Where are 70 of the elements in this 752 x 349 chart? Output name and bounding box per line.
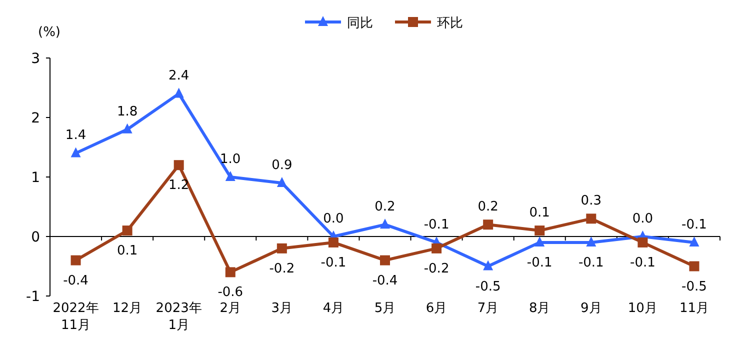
point — [122, 226, 132, 236]
data-label: 0.2 — [478, 200, 498, 215]
point — [534, 236, 545, 246]
point — [586, 214, 596, 224]
data-label: -0.1 — [526, 255, 552, 270]
point — [380, 255, 390, 266]
data-label: -0.5 — [682, 279, 707, 294]
point — [638, 237, 648, 248]
point — [70, 255, 81, 266]
x-tick-label: 6月 — [426, 301, 448, 316]
point — [432, 243, 442, 254]
data-label: -0.4 — [372, 273, 398, 288]
point — [534, 226, 545, 236]
data-label: 0.1 — [116, 244, 138, 259]
legend-label: 同比 — [347, 16, 373, 31]
point — [70, 147, 81, 158]
x-tick-label: 7月 — [477, 301, 499, 316]
y-tick-label: 2 — [31, 110, 40, 126]
data-label: 1.2 — [168, 178, 190, 194]
point — [380, 218, 390, 229]
data-label: -0.2 — [424, 261, 450, 276]
point — [225, 267, 236, 278]
point — [483, 220, 494, 230]
y-tick-label: 0 — [31, 230, 40, 246]
point — [483, 260, 494, 270]
point — [225, 171, 236, 181]
x-tick-label: 3月 — [271, 301, 293, 316]
data-label: 0.0 — [323, 212, 344, 226]
data-label: 0.0 — [632, 212, 654, 226]
data-label: -0.1 — [630, 255, 656, 270]
x-tick-label: 2023年 1月 — [156, 301, 202, 333]
data-label: 0.2 — [374, 200, 396, 215]
point — [586, 236, 596, 246]
x-tick-label: 11月 — [679, 301, 710, 316]
data-label: -0.1 — [320, 255, 346, 270]
data-label: 1.4 — [65, 128, 86, 144]
point — [174, 88, 184, 98]
data-label: 1.8 — [116, 104, 138, 120]
x-tick-label: 12月 — [112, 301, 142, 316]
data-label: -0.2 — [269, 261, 295, 276]
data-label: 0.9 — [272, 158, 292, 173]
point — [689, 261, 700, 272]
point — [328, 237, 338, 248]
data-label: -0.5 — [475, 279, 501, 294]
x-tick-label: 8月 — [528, 301, 550, 316]
x-tick-label: 9月 — [580, 301, 602, 316]
point — [276, 176, 287, 187]
data-label: -0.4 — [63, 273, 88, 288]
data-label: -0.1 — [578, 255, 604, 270]
data-label: -0.6 — [218, 285, 244, 300]
y-tick-label: 3 — [31, 51, 40, 67]
x-tick-label: 2022年 11月 — [52, 301, 99, 333]
legend-label: 环比 — [437, 16, 463, 31]
data-label: 1.0 — [220, 152, 241, 167]
y-tick-label: -1 — [26, 289, 40, 305]
point — [689, 236, 700, 246]
y-axis-title: (%) — [38, 25, 60, 40]
data-label: 0.1 — [529, 206, 550, 221]
x-tick-label: 2月 — [220, 301, 242, 316]
point — [174, 160, 184, 170]
data-label: -0.1 — [682, 217, 707, 232]
point — [122, 123, 132, 134]
data-label: 0.3 — [580, 194, 602, 209]
data-label: -0.1 — [424, 217, 450, 232]
x-tick-label: 5月 — [374, 301, 396, 316]
point — [276, 243, 287, 254]
x-tick-label: 10月 — [628, 301, 658, 316]
data-label: 2.4 — [168, 68, 190, 84]
y-tick-label: 1 — [31, 170, 40, 186]
x-tick-label: 4月 — [322, 301, 344, 316]
